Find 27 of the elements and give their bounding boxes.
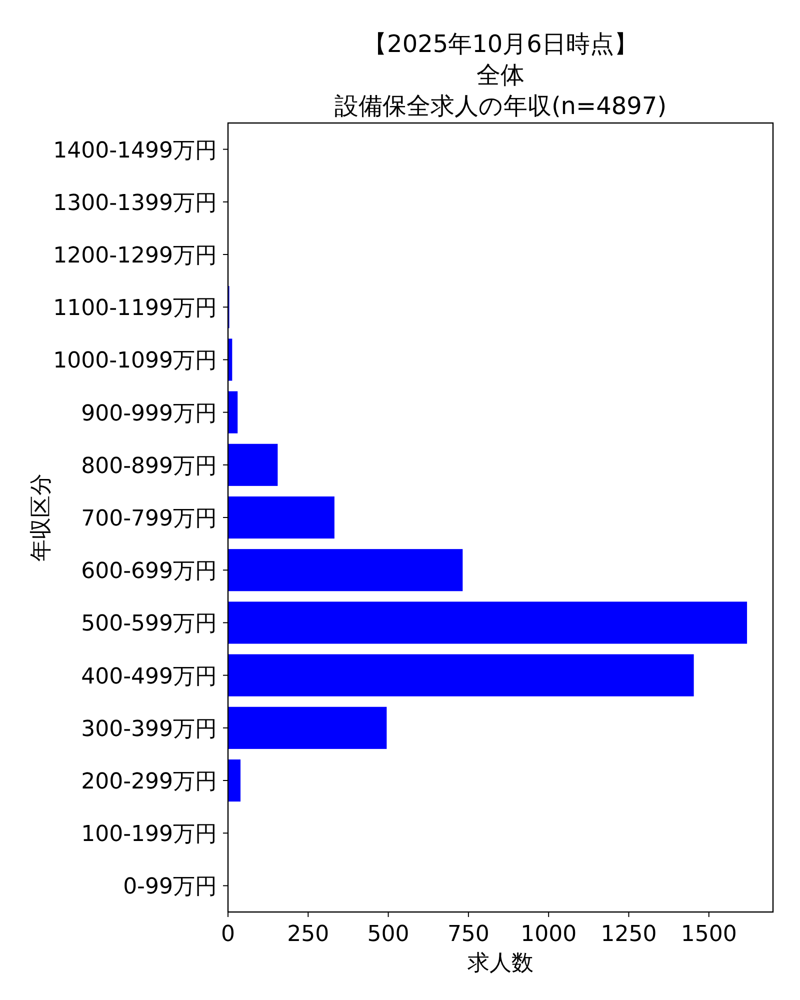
y-tick-label: 900-999万円 [81, 401, 217, 426]
y-tick-label: 200-299万円 [81, 770, 217, 794]
x-axis-title: 求人数 [468, 951, 534, 976]
y-axis-title: 年収区分 [29, 474, 54, 562]
x-tick-label: 1250 [600, 922, 657, 947]
x-tick-label: 0 [221, 922, 235, 947]
chart-subtitle: 全体 [476, 61, 524, 89]
y-tick-label: 1300-1399万円 [53, 190, 217, 216]
chart-title: 【2025年10月6日時点】 [363, 30, 638, 58]
x-tick-label: 500 [367, 922, 410, 947]
y-tick-label: 1100-1199万円 [53, 296, 217, 322]
x-tick-label: 750 [447, 922, 490, 947]
y-tick-label: 800-899万円 [81, 454, 217, 479]
x-tick-label: 1500 [680, 922, 737, 947]
x-tick-label: 1000 [520, 922, 577, 947]
y-tick-label: 500-599万円 [81, 612, 217, 637]
y-tick-label: 600-699万円 [81, 559, 217, 584]
y-tick-label: 1000-1099万円 [53, 348, 217, 374]
y-tick-label: 1400-1499万円 [53, 138, 217, 164]
y-tick-label: 100-199万円 [81, 822, 217, 848]
y-tick-label: 700-799万円 [81, 506, 217, 532]
y-tick-label: 300-399万円 [81, 716, 217, 742]
y-tick-label: 0-99万円 [123, 874, 217, 900]
y-tick-label: 400-499万円 [81, 664, 217, 690]
x-tick-label: 250 [287, 922, 330, 947]
y-tick-label: 1200-1299万円 [53, 244, 217, 268]
text: 設備保全求人の年収(n=4897) [334, 92, 667, 120]
